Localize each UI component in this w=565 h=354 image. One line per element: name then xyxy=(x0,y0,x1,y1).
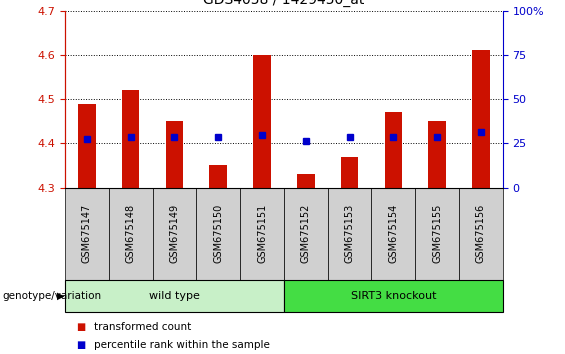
Bar xyxy=(428,121,446,188)
Text: wild type: wild type xyxy=(149,291,200,301)
Text: GSM675151: GSM675151 xyxy=(257,204,267,263)
Text: GSM675148: GSM675148 xyxy=(125,204,136,263)
Text: genotype/variation: genotype/variation xyxy=(3,291,102,301)
Text: GSM675150: GSM675150 xyxy=(213,204,223,263)
Text: ■: ■ xyxy=(76,340,85,350)
Bar xyxy=(65,280,284,312)
Bar xyxy=(197,188,240,280)
Text: transformed count: transformed count xyxy=(94,322,192,332)
Bar xyxy=(253,55,271,188)
Bar xyxy=(341,156,358,188)
Text: SIRT3 knockout: SIRT3 knockout xyxy=(351,291,436,301)
Text: percentile rank within the sample: percentile rank within the sample xyxy=(94,340,270,350)
Bar xyxy=(284,188,328,280)
Bar xyxy=(328,188,372,280)
Text: GSM675154: GSM675154 xyxy=(388,204,398,263)
Text: GSM675156: GSM675156 xyxy=(476,204,486,263)
Text: ▶: ▶ xyxy=(57,291,65,301)
Text: ■: ■ xyxy=(76,322,85,332)
Text: GSM675152: GSM675152 xyxy=(301,204,311,263)
Bar xyxy=(65,188,109,280)
Bar xyxy=(297,174,315,188)
Text: GSM675155: GSM675155 xyxy=(432,204,442,263)
Bar xyxy=(385,113,402,188)
Text: GSM675149: GSM675149 xyxy=(170,204,180,263)
Bar xyxy=(415,188,459,280)
Bar xyxy=(166,121,183,188)
Title: GDS4058 / 1429450_at: GDS4058 / 1429450_at xyxy=(203,0,364,7)
Bar xyxy=(372,188,415,280)
Bar xyxy=(459,188,503,280)
Text: GSM675147: GSM675147 xyxy=(82,204,92,263)
Bar xyxy=(108,188,153,280)
Bar xyxy=(78,103,95,188)
Text: GSM675153: GSM675153 xyxy=(345,204,355,263)
Bar xyxy=(122,90,140,188)
Bar xyxy=(284,280,503,312)
Bar xyxy=(240,188,284,280)
Bar xyxy=(472,50,490,188)
Bar xyxy=(210,166,227,188)
Bar xyxy=(153,188,197,280)
